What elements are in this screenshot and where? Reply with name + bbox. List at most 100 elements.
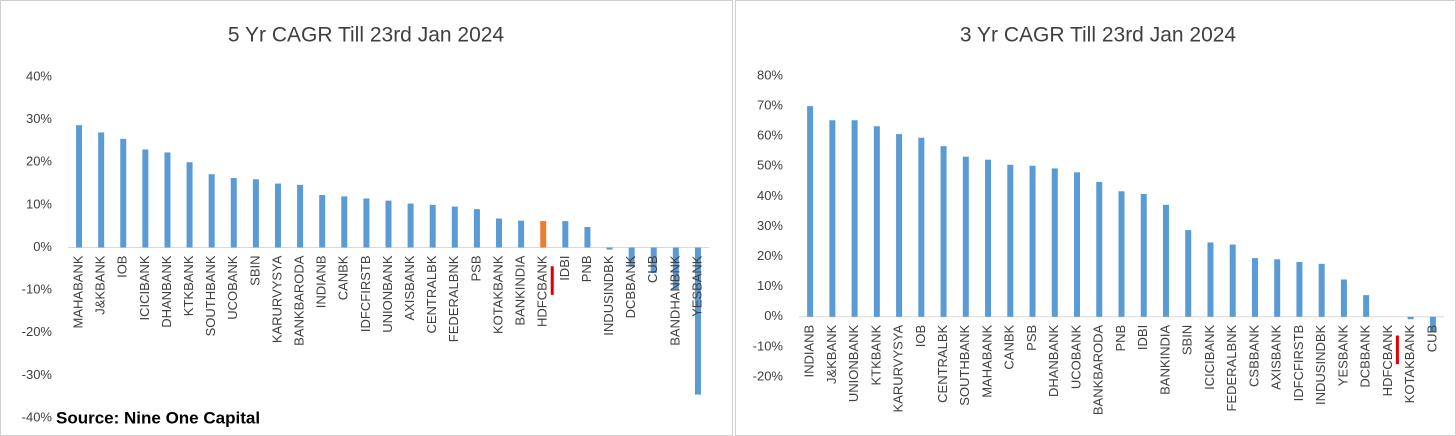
- x-tick-label: INDIANB: [314, 256, 329, 309]
- x-tick-label: BANKINDIA: [513, 255, 528, 325]
- x-tick-label: PNB: [579, 256, 594, 283]
- bar: [1274, 259, 1281, 317]
- x-tick-label: YESBANK: [689, 255, 704, 317]
- x-tick-label: CANBK: [336, 255, 351, 300]
- bar: [518, 220, 525, 248]
- x-tick-label: UCOBANK: [1068, 324, 1083, 389]
- x-tick-label: IDBI: [1135, 325, 1150, 350]
- y-tick-label: -20%: [22, 324, 53, 339]
- x-tick-label: CUB: [1424, 325, 1439, 352]
- bar: [1340, 279, 1347, 317]
- x-tick-label: BANKBARODA: [292, 255, 307, 346]
- y-tick-label: 30%: [757, 218, 783, 233]
- x-tick-label: MAHABANK: [979, 324, 994, 397]
- x-tick-label: DCBBANK: [1358, 324, 1373, 387]
- bar: [120, 138, 127, 248]
- x-tick-label: BANKINDIA: [1157, 324, 1172, 394]
- bar: [451, 206, 458, 248]
- x-tick-label: BANDHANBNK: [667, 255, 682, 346]
- bar: [208, 174, 215, 248]
- bar: [1185, 230, 1192, 317]
- bar: [985, 159, 992, 317]
- bar: [1207, 242, 1214, 317]
- bar: [341, 196, 348, 248]
- x-tick-label: CENTRALBK: [424, 255, 439, 333]
- bar: [363, 198, 370, 248]
- y-tick-label: 50%: [757, 158, 783, 173]
- y-tick-label: 0%: [764, 308, 783, 323]
- x-tick-label: SBIN: [247, 256, 262, 286]
- bar: [650, 247, 657, 274]
- y-tick-label: 10%: [26, 196, 52, 211]
- x-tick-label: CSBBANK: [1246, 324, 1261, 386]
- bar: [1407, 316, 1414, 320]
- x-tick-label: KTKBANK: [181, 255, 196, 316]
- bar: [1118, 191, 1125, 317]
- x-tick-label: PSB: [1024, 325, 1039, 351]
- bar: [873, 126, 880, 317]
- x-tick-label: SOUTHBANK: [203, 255, 218, 336]
- bar: [1162, 204, 1169, 317]
- y-tick-label: 40%: [26, 68, 52, 83]
- x-tick-label: KOTAKBANK: [1402, 324, 1417, 403]
- bar: [896, 134, 903, 317]
- bar: [628, 247, 635, 267]
- y-tick-label: 20%: [26, 154, 52, 169]
- x-tick-label: UNIONBANK: [380, 255, 395, 333]
- x-tick-label: MAHABANK: [70, 255, 85, 328]
- y-tick-label: 40%: [757, 188, 783, 203]
- x-tick-label: IOB: [913, 325, 928, 347]
- bar: [1007, 164, 1014, 317]
- x-tick-label: UNIONBANK: [846, 324, 861, 402]
- bar: [1251, 258, 1258, 317]
- x-tick-label: IOB: [115, 256, 130, 278]
- x-tick-label: IDFCFIRSTB: [1291, 325, 1306, 402]
- bar: [940, 146, 947, 317]
- x-tick-label: FEDERALBNK: [1224, 324, 1239, 411]
- y-tick-label: 60%: [757, 128, 783, 143]
- x-tick-label: CENTRALBK: [935, 324, 950, 402]
- x-tick-label: HDFCBANK: [535, 255, 550, 327]
- x-tick-label: PNB: [1113, 325, 1128, 352]
- x-tick-label: ICICIBANK: [1202, 324, 1217, 389]
- bar: [1074, 172, 1081, 317]
- x-tick-label: DCBBANK: [623, 255, 638, 318]
- bar: [1318, 263, 1325, 317]
- bar: [496, 218, 503, 248]
- bar: [1051, 168, 1058, 317]
- x-tick-label: UCOBANK: [225, 255, 240, 320]
- y-tick-label: -10%: [753, 338, 784, 353]
- bar: [1296, 262, 1303, 317]
- y-tick-label: 80%: [757, 67, 783, 82]
- y-tick-label: 30%: [26, 111, 52, 126]
- bar: [319, 195, 326, 248]
- x-tick-label: FEDERALBNK: [446, 255, 461, 342]
- x-tick-label: SBIN: [1180, 325, 1195, 355]
- x-tick-label: INDIANB: [802, 325, 817, 378]
- y-tick-label: 20%: [757, 248, 783, 263]
- bar: [672, 247, 679, 291]
- bar: [473, 209, 480, 248]
- bar: [829, 120, 836, 317]
- x-tick-label: KARURVYSYA: [891, 324, 906, 412]
- bar: [230, 178, 237, 248]
- bar: [297, 184, 304, 248]
- x-tick-label: INDUSINDBK: [601, 255, 616, 336]
- bar: [562, 221, 569, 248]
- y-tick-label: 70%: [757, 98, 783, 113]
- x-tick-label: J&KBANK: [93, 255, 108, 315]
- y-tick-label: -10%: [22, 282, 53, 297]
- y-tick-label: -30%: [22, 367, 53, 382]
- x-tick-label: AXISBANK: [402, 255, 417, 320]
- bar: [76, 125, 83, 248]
- bar: [962, 156, 969, 317]
- x-tick-label: HDFCBANK: [1380, 324, 1395, 396]
- bar: [694, 247, 701, 395]
- x-tick-label: DHANBANK: [1046, 324, 1061, 397]
- y-tick-label: -40%: [22, 409, 53, 424]
- bar: [429, 204, 436, 248]
- bar: [142, 149, 149, 248]
- bar: [851, 120, 858, 317]
- x-tick-label: SOUTHBANK: [957, 324, 972, 405]
